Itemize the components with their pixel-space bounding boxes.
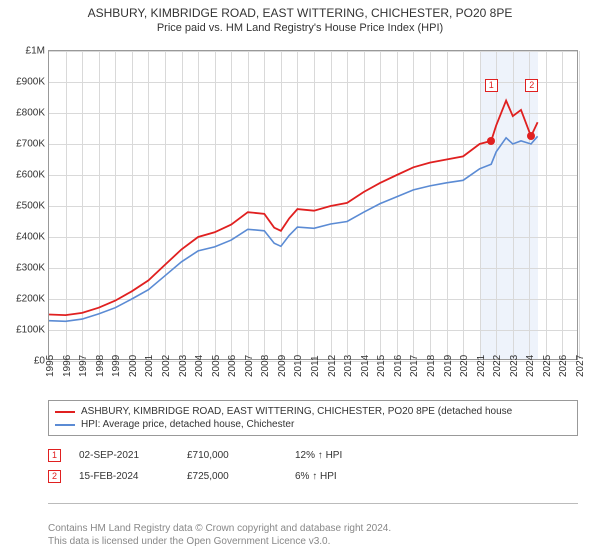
- chart-subtitle: Price paid vs. HM Land Registry's House …: [0, 20, 600, 34]
- transaction-row: 1 02-SEP-2021 £710,000 12% ↑ HPI: [48, 445, 578, 466]
- transaction-price: £725,000: [187, 471, 277, 482]
- transaction-price: £710,000: [187, 450, 277, 461]
- y-axis-label: £900K: [16, 77, 45, 88]
- licence-line-2: This data is licensed under the Open Gov…: [48, 536, 330, 547]
- chart-container: ASHBURY, KIMBRIDGE ROAD, EAST WITTERING,…: [0, 0, 600, 560]
- transaction-marker: 1: [485, 79, 498, 92]
- y-axis-label: £0: [34, 356, 45, 367]
- transaction-delta: 6% ↑ HPI: [295, 471, 385, 482]
- line-plot: [49, 51, 579, 361]
- y-axis-label: £400K: [16, 232, 45, 243]
- y-axis-label: £700K: [16, 139, 45, 150]
- transaction-date: 15-FEB-2024: [79, 471, 169, 482]
- series-line-hpi: [49, 136, 538, 321]
- legend: ASHBURY, KIMBRIDGE ROAD, EAST WITTERING,…: [48, 400, 578, 436]
- transaction-date: 02-SEP-2021: [79, 450, 169, 461]
- legend-item-property: ASHBURY, KIMBRIDGE ROAD, EAST WITTERING,…: [55, 405, 571, 418]
- gridline-v: [579, 51, 580, 359]
- transaction-marker: 2: [525, 79, 538, 92]
- legend-swatch-hpi: [55, 424, 75, 426]
- divider: [48, 503, 578, 504]
- licence-text: Contains HM Land Registry data © Crown c…: [48, 522, 578, 548]
- transaction-delta: 12% ↑ HPI: [295, 450, 385, 461]
- transaction-row-marker: 2: [48, 470, 61, 483]
- transactions-table: 1 02-SEP-2021 £710,000 12% ↑ HPI 2 15-FEB-202…: [48, 445, 578, 487]
- y-axis-label: £600K: [16, 170, 45, 181]
- y-axis-label: £800K: [16, 108, 45, 119]
- series-line-property: [49, 101, 538, 316]
- transaction-row: 2 15-FEB-2024 £725,000 6% ↑ HPI: [48, 466, 578, 487]
- chart-title: ASHBURY, KIMBRIDGE ROAD, EAST WITTERING,…: [0, 0, 600, 20]
- legend-label-hpi: HPI: Average price, detached house, Chic…: [81, 419, 294, 430]
- y-axis-label: £500K: [16, 201, 45, 212]
- legend-swatch-property: [55, 411, 75, 413]
- transaction-row-marker: 1: [48, 449, 61, 462]
- y-axis-label: £200K: [16, 294, 45, 305]
- legend-item-hpi: HPI: Average price, detached house, Chic…: [55, 418, 571, 431]
- plot-area: £0£100K£200K£300K£400K£500K£600K£700K£80…: [48, 50, 578, 360]
- transaction-dot: [487, 137, 495, 145]
- licence-line-1: Contains HM Land Registry data © Crown c…: [48, 523, 391, 534]
- legend-label-property: ASHBURY, KIMBRIDGE ROAD, EAST WITTERING,…: [81, 406, 512, 417]
- y-axis-label: £300K: [16, 263, 45, 274]
- transaction-dot: [527, 132, 535, 140]
- y-axis-label: £100K: [16, 325, 45, 336]
- y-axis-label: £1M: [26, 46, 45, 57]
